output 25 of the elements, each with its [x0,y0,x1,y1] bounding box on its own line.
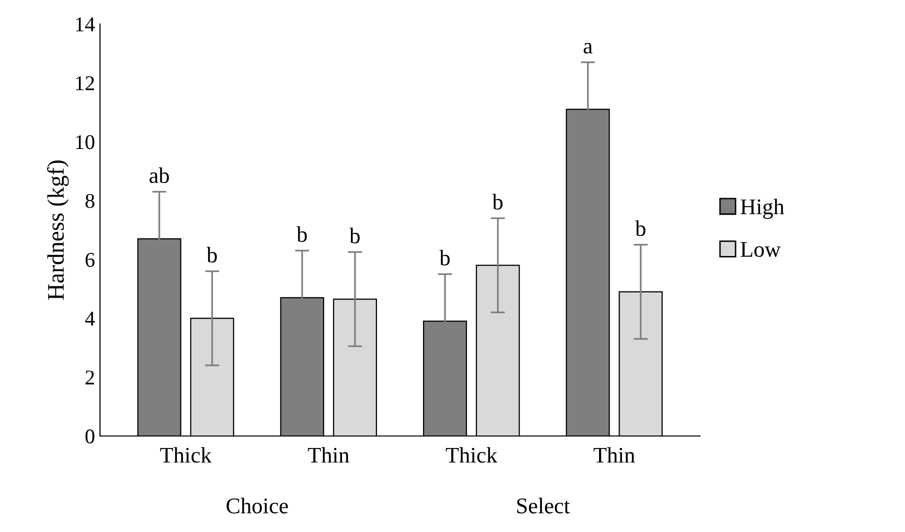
data-label: b [492,194,503,210]
data-label: b [296,226,307,242]
y-tick-label: 8 [86,194,94,208]
x-tick-label: Thin [594,447,635,463]
legend-label: Low [740,242,781,257]
x-tick-label: Thick [160,447,212,463]
data-label: b [439,250,450,266]
data-label: ab [150,167,169,184]
y-tick-label: 14 [76,17,95,32]
data-label: a [584,42,592,54]
data-label: b [206,246,217,263]
y-tick-label: 4 [85,312,95,326]
y-tick-label: 0 [86,429,94,444]
y-tick-label: 10 [76,135,94,150]
data-label: b [349,228,360,244]
x-tick-label: Thick [446,447,498,463]
data-label: b [635,220,646,236]
text: Select [517,498,570,514]
legend-label: High [740,198,784,219]
y-tick-label: 12 [76,76,94,90]
y-tick-label: 6 [86,252,95,267]
y-tick-label: 2 [86,370,94,384]
x-tick-label: Thin [308,447,350,463]
y-axis-title: Hardness (kgf) [47,160,69,300]
text: Choice [226,498,288,514]
